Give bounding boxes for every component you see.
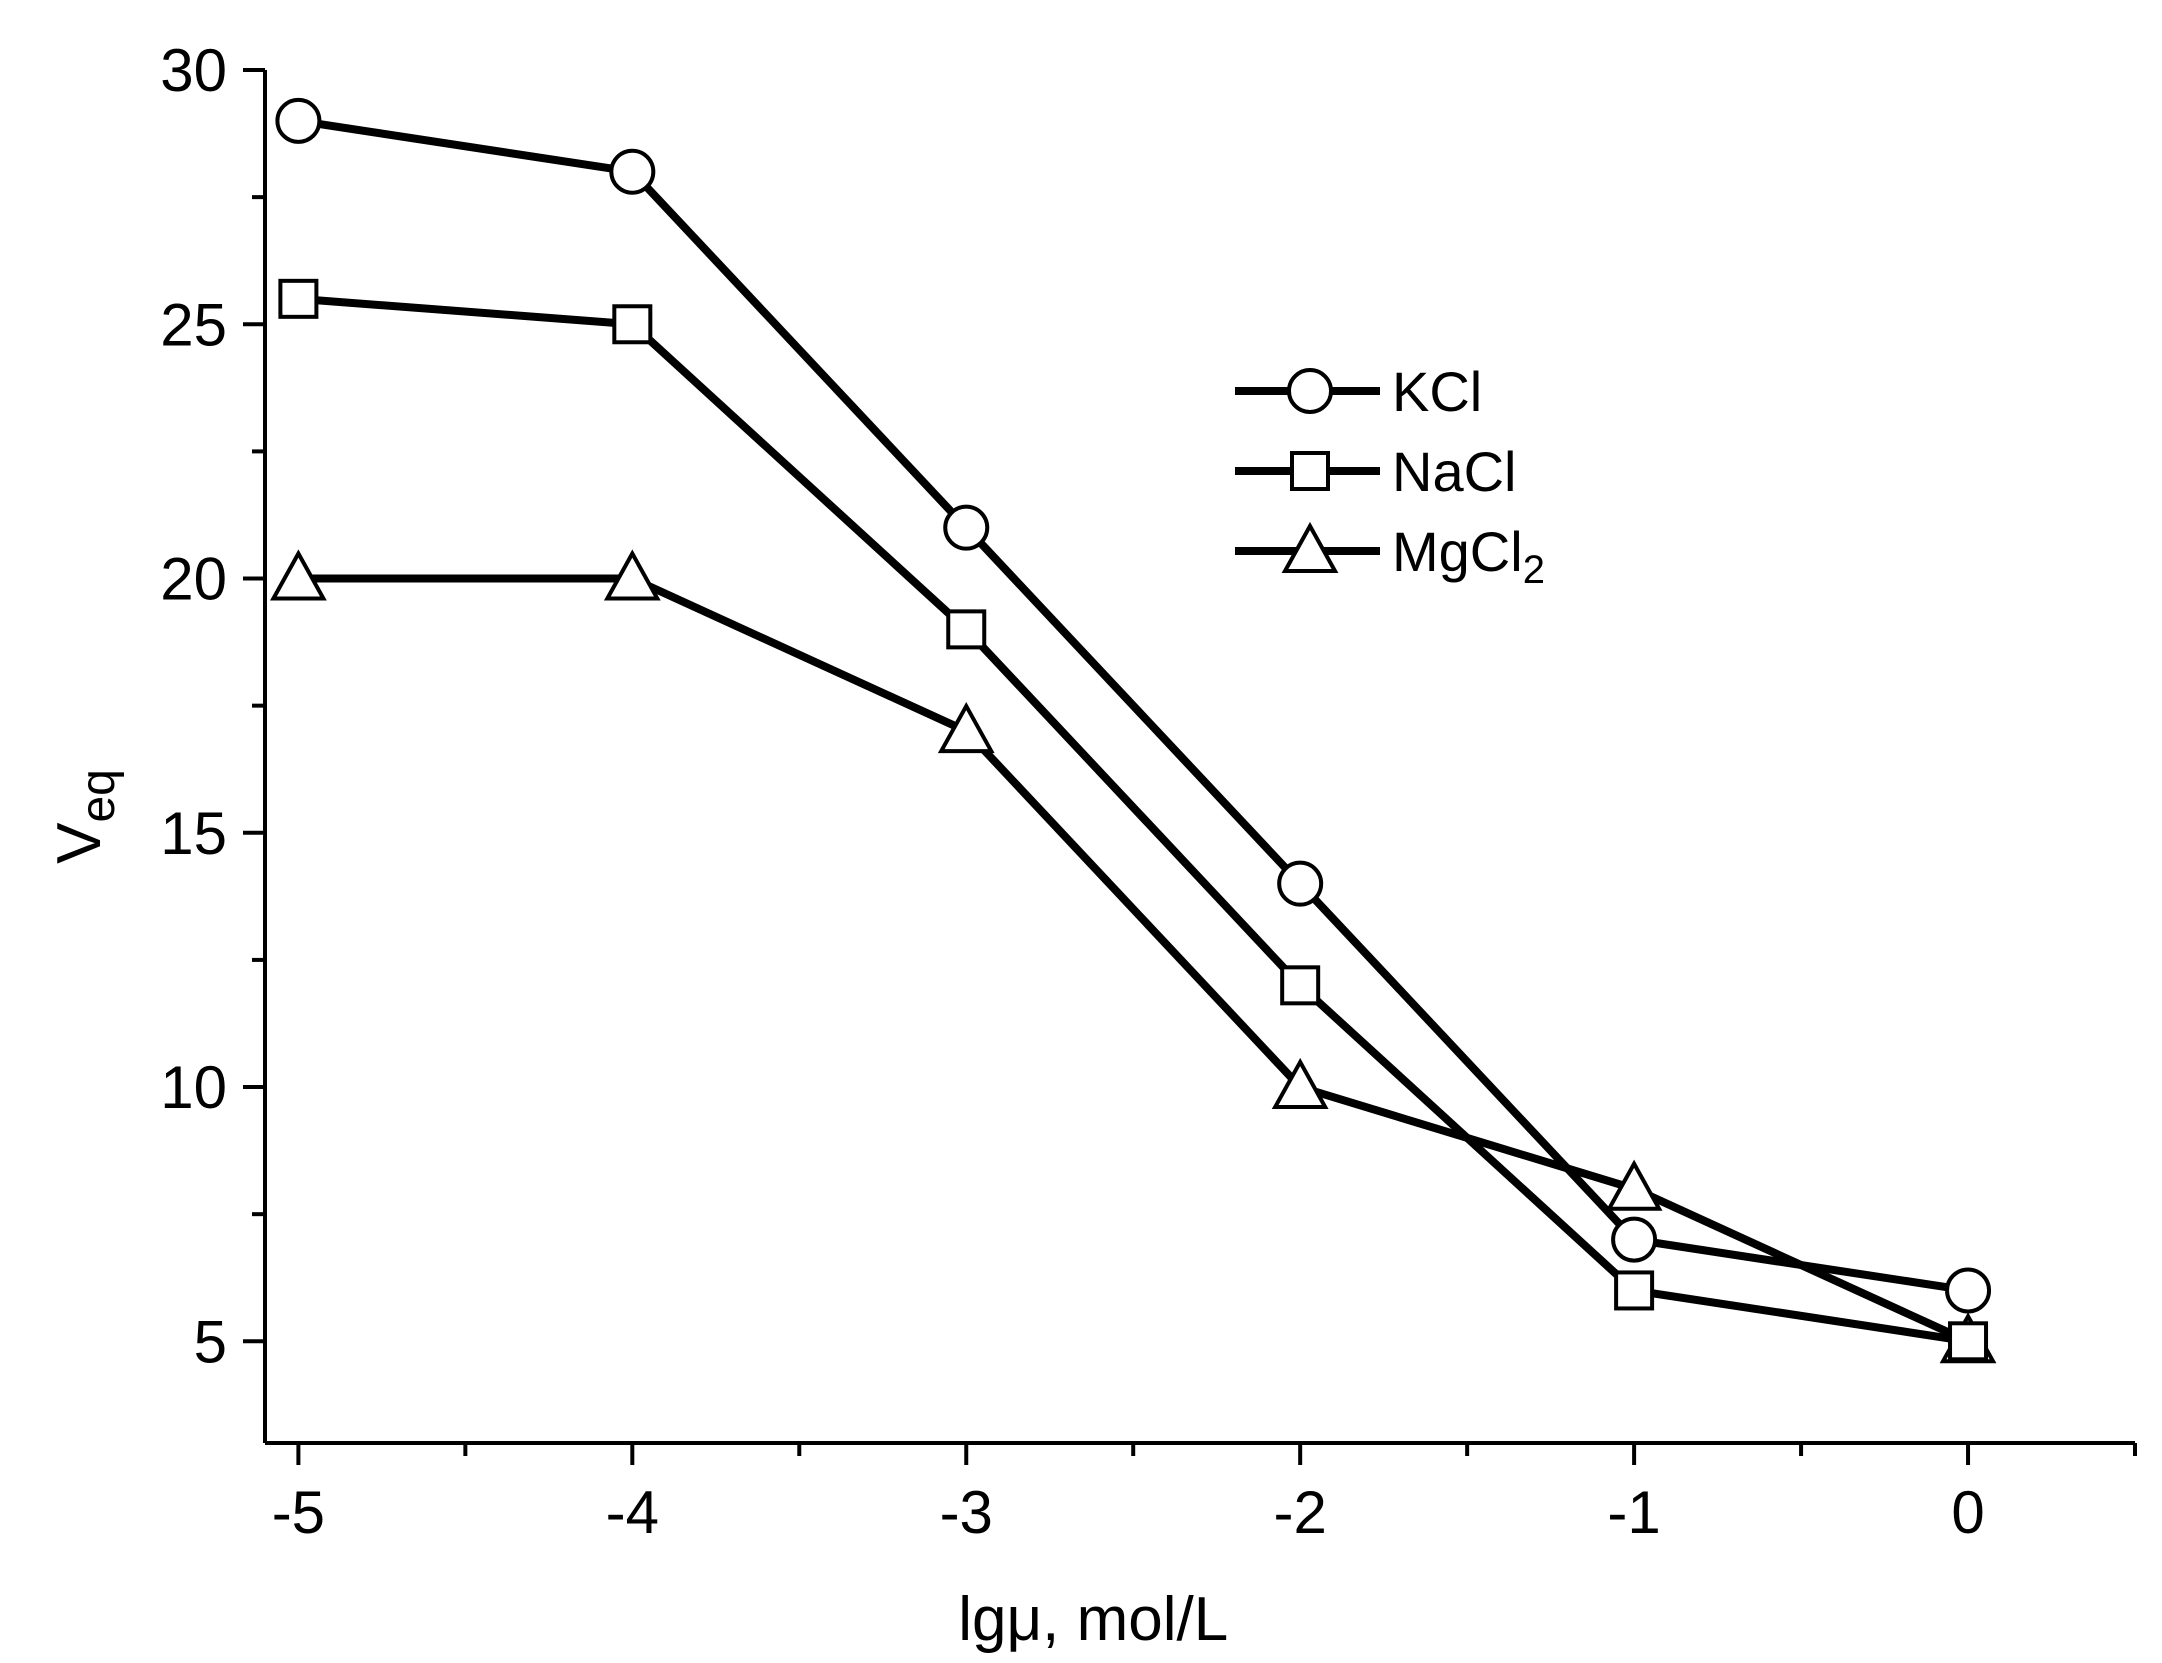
x-axis-title: lgμ, mol/L <box>958 1585 1228 1654</box>
legend-label: NaCl <box>1392 440 1516 503</box>
y-tick-label: 30 <box>160 37 227 104</box>
square-marker <box>946 609 987 650</box>
legend-item: MgCl2 <box>1235 520 1545 592</box>
y-axis-title-main: V <box>45 822 114 864</box>
legend-label: MgCl2 <box>1392 520 1545 592</box>
legend-label-main: MgCl <box>1392 520 1523 583</box>
square-marker <box>1280 965 1321 1006</box>
triangle-marker <box>269 549 327 601</box>
circle-marker <box>275 97 322 144</box>
y-tick-label: 25 <box>160 291 227 358</box>
legend-item: KCl <box>1235 360 1482 423</box>
series-layer <box>269 97 1997 1364</box>
circle-marker <box>943 504 990 551</box>
tick-labels: -5 -4 -3 -2 -1 0 5 10 15 20 25 30 <box>160 37 1984 1546</box>
legend-label-main: KCl <box>1392 360 1482 423</box>
square-marker <box>612 304 653 345</box>
square-marker <box>1614 1270 1655 1311</box>
legend-label-sub: 2 <box>1523 548 1545 592</box>
axis-ticks <box>243 68 2137 1465</box>
series-line <box>297 116 1969 1295</box>
square-marker <box>278 278 319 319</box>
square-marker <box>1948 1321 1989 1362</box>
y-axis-title-sub: eq <box>72 769 125 822</box>
legend-label-main: NaCl <box>1392 440 1516 503</box>
triangle-marker <box>1605 1159 1663 1211</box>
legend-circle-marker <box>1287 368 1333 414</box>
series-line <box>298 294 1969 1346</box>
triangle-marker <box>1271 1057 1329 1110</box>
legend-item: NaCl <box>1235 440 1516 503</box>
legend-square-marker <box>1290 451 1330 491</box>
legend: KCl NaCl MgCl2 <box>1235 360 1545 592</box>
series-kcl <box>275 97 1992 1314</box>
axes <box>263 70 2135 1445</box>
y-axis-title: Veq <box>45 769 125 864</box>
y-tick-label: 20 <box>160 546 227 613</box>
series-mgcl <box>269 549 1997 1364</box>
triangle-marker <box>603 549 661 601</box>
series-line <box>298 574 1970 1345</box>
x-tick-label: -2 <box>1273 1479 1326 1546</box>
legend-triangle-marker <box>1281 521 1339 573</box>
series-nacl <box>278 278 1989 1362</box>
x-tick-label: -1 <box>1607 1479 1660 1546</box>
y-tick-label: 10 <box>160 1054 227 1121</box>
x-tick-label: 0 <box>1951 1479 1984 1546</box>
x-tick-label: -4 <box>606 1479 659 1546</box>
circle-marker <box>1945 1267 1992 1314</box>
x-tick-label: -3 <box>940 1479 993 1546</box>
legend-label: KCl <box>1392 360 1482 423</box>
y-tick-label: 5 <box>194 1308 227 1375</box>
x-tick-label: -5 <box>272 1479 325 1546</box>
y-tick-label: 15 <box>160 800 227 867</box>
circle-marker <box>609 148 656 195</box>
triangle-marker <box>937 701 995 754</box>
circle-marker <box>1611 1216 1658 1263</box>
circle-marker <box>1277 860 1324 907</box>
